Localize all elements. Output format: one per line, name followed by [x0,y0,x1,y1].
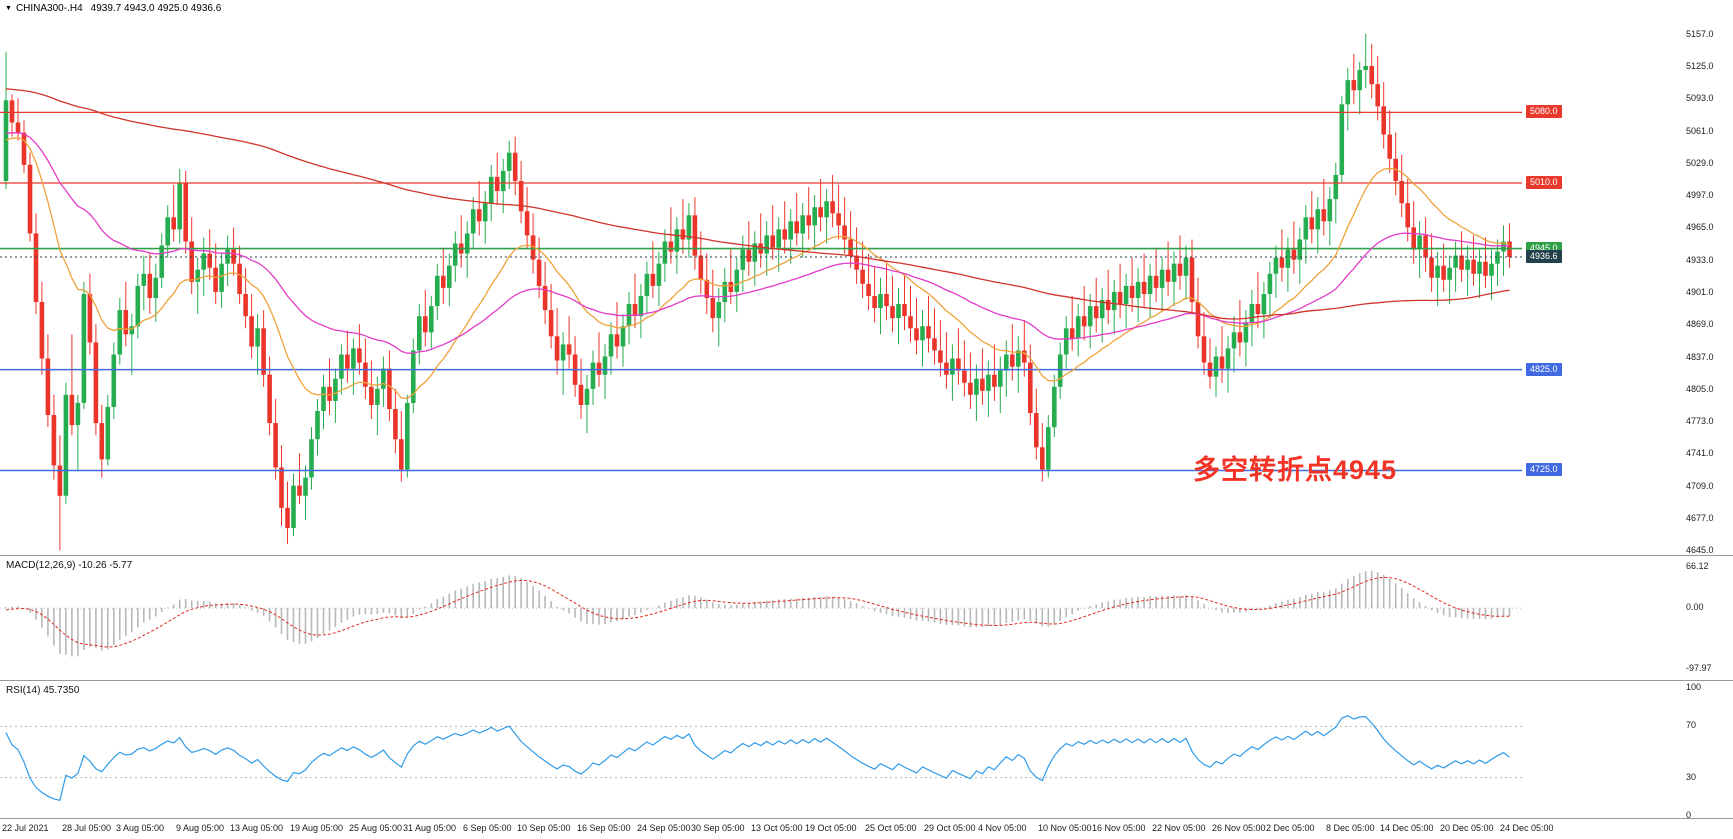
time-tick-label: 25 Oct 05:00 [865,823,917,833]
price-tick-label: 4997.0 [1686,190,1714,200]
time-tick-label: 13 Aug 05:00 [230,823,284,833]
time-tick-label: 22 Jul 2021 [2,823,49,833]
price-tick-label: 5029.0 [1686,158,1714,168]
time-tick-label: 24 Dec 05:00 [1500,823,1554,833]
rsi-tick-label: 100 [1686,682,1702,692]
slow-ma-red [5,88,1510,320]
price-tick-label: 4837.0 [1686,352,1714,362]
macd-signal-line [5,576,1510,648]
chart-annotation-text: 多空转折点4945 [1193,455,1398,485]
rsi-panel[interactable]: RSI(14) 45.7350 100 70 30 0 [0,680,1733,819]
time-tick-label: 30 Sep 05:00 [691,823,745,833]
fast-ma-orange [5,137,1510,400]
time-tick-label: 9 Aug 05:00 [176,823,225,833]
price-level-label: 4725.0 [1526,463,1562,476]
time-tick-label: 25 Aug 05:00 [349,823,403,833]
time-tick-label: 29 Oct 05:00 [924,823,976,833]
rsi-tick-label: 70 [1686,720,1697,730]
time-tick-label: 4 Nov 05:00 [978,823,1027,833]
symbol-period-label: CHINA300-.H4 [15,3,83,14]
candlestick-chart[interactable] [0,0,1733,555]
macd-tick-label: 66.12 [1686,561,1709,571]
price-tick-label: 4901.0 [1686,287,1714,297]
price-chart-panel[interactable]: ▼ CHINA300-.H4 4939.7 4943.0 4925.0 4936.6… [0,0,1733,555]
rsi-line [5,715,1510,802]
macd-axis[interactable]: 66.12 0.00 -97.97 [0,556,1733,681]
price-axis[interactable]: 5157.0 5125.0 5093.0 5061.0 5029.0 4997.0 4965… [0,0,1733,555]
time-tick-label: 22 Nov 05:00 [1152,823,1206,833]
time-axis[interactable]: 22 Jul 2021 28 Jul 05:00 3 Aug 05:00 9 Aug … [0,818,1733,839]
time-tick-label: 2 Dec 05:00 [1266,823,1315,833]
price-tick-label: 4869.0 [1686,319,1714,329]
time-tick-label: 26 Nov 05:00 [1212,823,1266,833]
mid-ma-magenta [5,132,1510,354]
time-tick-label: 19 Aug 05:00 [290,823,344,833]
price-tick-label: 5125.0 [1686,61,1714,71]
time-tick-label: 31 Aug 05:00 [403,823,457,833]
symbol-info: ▼ CHINA300-.H4 4939.7 4943.0 4925.0 4936.6 [5,3,221,15]
rsi-tick-label: 30 [1686,772,1697,782]
time-tick-label: 8 Dec 05:00 [1326,823,1375,833]
time-tick-label: 20 Dec 05:00 [1440,823,1494,833]
time-tick-label: 13 Oct 05:00 [751,823,803,833]
ohlc-values: 4939.7 4943.0 4925.0 4936.6 [90,3,222,14]
symbol-dropdown-icon[interactable]: ▼ [5,5,12,12]
price-tick-label: 4965.0 [1686,222,1714,232]
time-tick-label: 16 Sep 05:00 [577,823,631,833]
rsi-tick-label: 0 [1686,810,1692,819]
price-tick-label: 4773.0 [1686,416,1714,426]
macd-tick-label: -97.97 [1686,663,1712,673]
price-level-label: 5010.0 [1526,176,1562,189]
price-tick-label: 4805.0 [1686,384,1714,394]
price-level-label: 5080.0 [1526,105,1562,118]
time-tick-label: 14 Dec 05:00 [1380,823,1434,833]
time-tick-label: 16 Nov 05:00 [1092,823,1146,833]
rsi-label: RSI(14) 45.7350 [6,685,80,696]
price-level-label: 4825.0 [1526,363,1562,376]
current-price-label: 4936.6 [1526,250,1562,263]
rsi-chart[interactable] [0,681,1733,819]
price-tick-label: 5157.0 [1686,29,1714,39]
time-tick-label: 19 Oct 05:00 [805,823,857,833]
rsi-axis[interactable]: 100 70 30 0 [0,681,1733,819]
price-tick-label: 5093.0 [1686,93,1714,103]
time-tick-label: 28 Jul 05:00 [62,823,112,833]
time-tick-label: 6 Sep 05:00 [463,823,512,833]
price-tick-label: 4933.0 [1686,255,1714,265]
price-tick-label: 4709.0 [1686,481,1714,491]
price-tick-label: 4741.0 [1686,448,1714,458]
time-tick-label: 24 Sep 05:00 [637,823,691,833]
time-tick-label: 10 Sep 05:00 [517,823,571,833]
macd-label: MACD(12,26,9) -10.26 -5.77 [6,560,133,571]
macd-tick-label: 0.00 [1686,602,1704,612]
macd-chart[interactable] [0,556,1733,681]
time-tick-label: 10 Nov 05:00 [1038,823,1092,833]
time-tick-label: 3 Aug 05:00 [116,823,165,833]
price-tick-label: 4645.0 [1686,545,1714,555]
macd-panel[interactable]: MACD(12,26,9) -10.26 -5.77 66.12 0.00 -97.… [0,555,1733,681]
price-tick-label: 5061.0 [1686,126,1714,136]
price-tick-label: 4677.0 [1686,513,1714,523]
